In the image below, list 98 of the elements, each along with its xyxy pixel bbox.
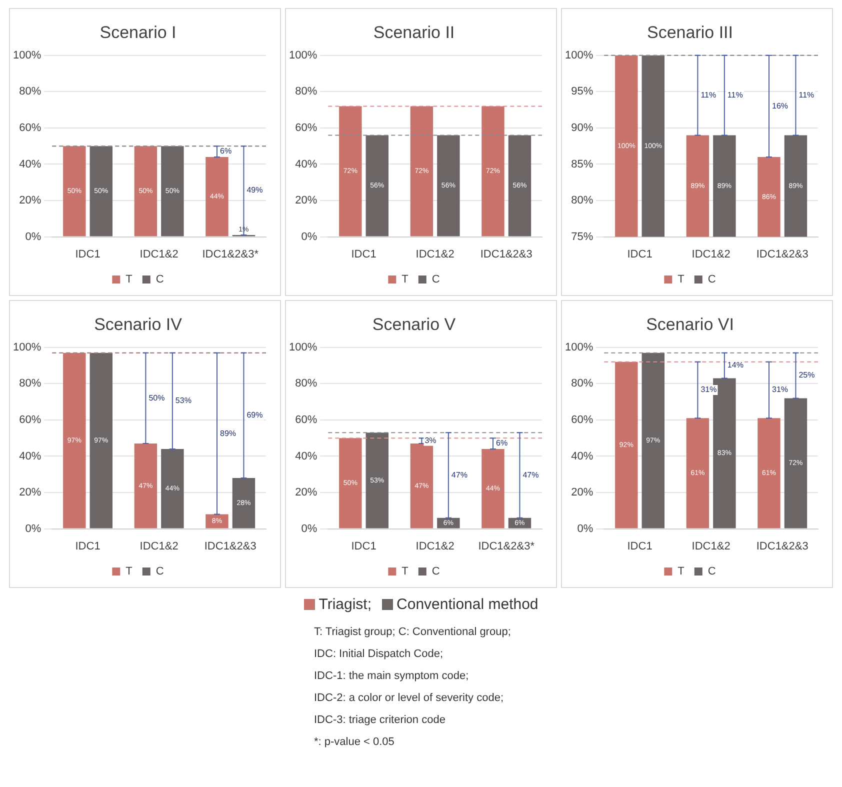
y-tick-label: 80% <box>19 378 42 390</box>
y-tick-label: 40% <box>19 158 42 170</box>
legend-label: T <box>678 274 685 286</box>
y-tick-label: 0% <box>25 230 42 243</box>
x-tick-label: IDC1&2&3 <box>756 540 808 552</box>
x-tick-label: IDC1 <box>627 540 652 552</box>
x-tick-label: IDC1&2&3 <box>756 248 808 260</box>
chart-title: Scenario III <box>647 22 733 42</box>
y-tick-label: 20% <box>19 194 42 207</box>
y-tick-label: 40% <box>295 450 318 462</box>
y-tick-label: 80% <box>19 86 42 98</box>
x-tick-label: IDC1&2&3* <box>202 248 260 260</box>
y-tick-label: 80% <box>295 378 318 390</box>
x-tick-label: IDC1 <box>351 540 376 552</box>
x-tick-label: IDC1 <box>351 248 376 260</box>
x-tick-label: IDC1&2 <box>140 540 178 552</box>
y-tick-label: 100% <box>288 341 318 354</box>
x-tick-label: IDC1&2 <box>692 248 730 260</box>
y-tick-label: 85% <box>571 158 594 170</box>
y-tick-label: 100% <box>12 49 42 62</box>
legend-label: C <box>708 274 716 286</box>
x-tick-label: IDC1&2 <box>140 248 178 260</box>
annotation: 89% <box>220 428 236 438</box>
y-tick-label: 100% <box>288 49 318 62</box>
annotation: 49% <box>246 186 263 195</box>
x-tick-label: IDC1&2&3 <box>204 540 256 552</box>
x-tick-label: IDC1 <box>75 248 100 260</box>
y-tick-label: 80% <box>571 194 594 207</box>
y-tick-label: 100% <box>12 341 42 354</box>
annotation: 3% <box>424 436 436 446</box>
annotation: 16% <box>772 101 788 110</box>
annotation: 6% <box>220 146 232 156</box>
x-tick-label: IDC1&2 <box>416 540 454 552</box>
legend-label: Conventional method <box>396 596 538 613</box>
chart-title: Scenario V <box>372 314 456 334</box>
annotation: 11% <box>700 90 716 100</box>
y-tick-label: 95% <box>571 86 594 98</box>
y-tick-label: 0% <box>301 230 318 243</box>
annotation: 47% <box>451 470 468 480</box>
text: IDC-2: a color or level of severity code; <box>314 691 505 706</box>
chart-title: Scenario IV <box>94 314 183 334</box>
y-tick-label: 100% <box>564 49 594 62</box>
text: IDC-1: the main symptom code; <box>314 669 470 684</box>
x-tick-label: IDC1&2&3 <box>480 248 532 260</box>
annotation: 53% <box>175 396 192 406</box>
annotation: 47% <box>522 470 539 480</box>
legend-label: C <box>708 566 716 578</box>
y-tick-label: 60% <box>295 122 318 134</box>
legend-label: C <box>432 274 440 286</box>
annotation: 11% <box>798 90 814 100</box>
legend-label: T <box>126 566 133 578</box>
x-tick-label: IDC1&2 <box>416 248 454 260</box>
legend-label: T <box>678 566 685 578</box>
y-tick-label: 60% <box>295 414 318 426</box>
annotation: 31% <box>700 385 717 394</box>
y-tick-label: 60% <box>19 122 42 134</box>
annotation: 11% <box>727 90 743 100</box>
chart-title: Scenario VI <box>646 314 734 334</box>
y-tick-label: 100% <box>564 341 594 354</box>
y-tick-label: 0% <box>577 522 594 535</box>
y-tick-label: 60% <box>19 414 42 426</box>
y-tick-label: 40% <box>571 450 594 462</box>
legend-label: C <box>156 274 164 286</box>
y-tick-label: 0% <box>25 522 42 535</box>
chart-title: Scenario I <box>100 22 176 42</box>
y-tick-label: 90% <box>571 122 594 134</box>
y-tick-label: 60% <box>571 414 594 426</box>
legend-label: T <box>126 274 133 286</box>
y-tick-label: 40% <box>19 450 42 462</box>
chart-title: Scenario II <box>373 22 455 42</box>
y-tick-label: 80% <box>295 86 318 98</box>
legend-label: C <box>432 566 440 578</box>
annotation: 14% <box>727 360 744 370</box>
x-tick-label: IDC1 <box>627 248 652 260</box>
legend-label: T <box>402 274 409 286</box>
y-tick-label: 40% <box>295 158 318 170</box>
x-tick-label: IDC1&2 <box>692 540 730 552</box>
y-tick-label: 0% <box>301 522 318 535</box>
x-tick-label: IDC1 <box>75 540 100 552</box>
annotation: 25% <box>798 370 815 380</box>
y-tick-label: 20% <box>295 486 318 499</box>
y-tick-label: 20% <box>295 194 318 207</box>
legend-label: Triagist; <box>318 596 372 613</box>
x-tick-label: IDC1&2&3* <box>478 540 536 552</box>
annotation: 31% <box>772 385 788 394</box>
y-tick-label: 80% <box>571 378 594 390</box>
y-tick-label: 75% <box>571 230 594 243</box>
text: IDC: Initial Dispatch Code; <box>314 647 444 662</box>
text: T: Triagist group; C: Conventional group; <box>314 625 512 640</box>
y-tick-label: 20% <box>19 486 42 499</box>
legend-label: T <box>402 566 409 578</box>
text: *: p-value < 0.05 <box>314 735 396 750</box>
annotation: 69% <box>246 410 263 420</box>
legend-label: C <box>156 566 164 578</box>
y-tick-label: 20% <box>571 486 594 499</box>
text: IDC-3: triage criterion code <box>314 713 446 728</box>
annotation: 50% <box>148 393 165 402</box>
annotation: 6% <box>496 438 508 448</box>
